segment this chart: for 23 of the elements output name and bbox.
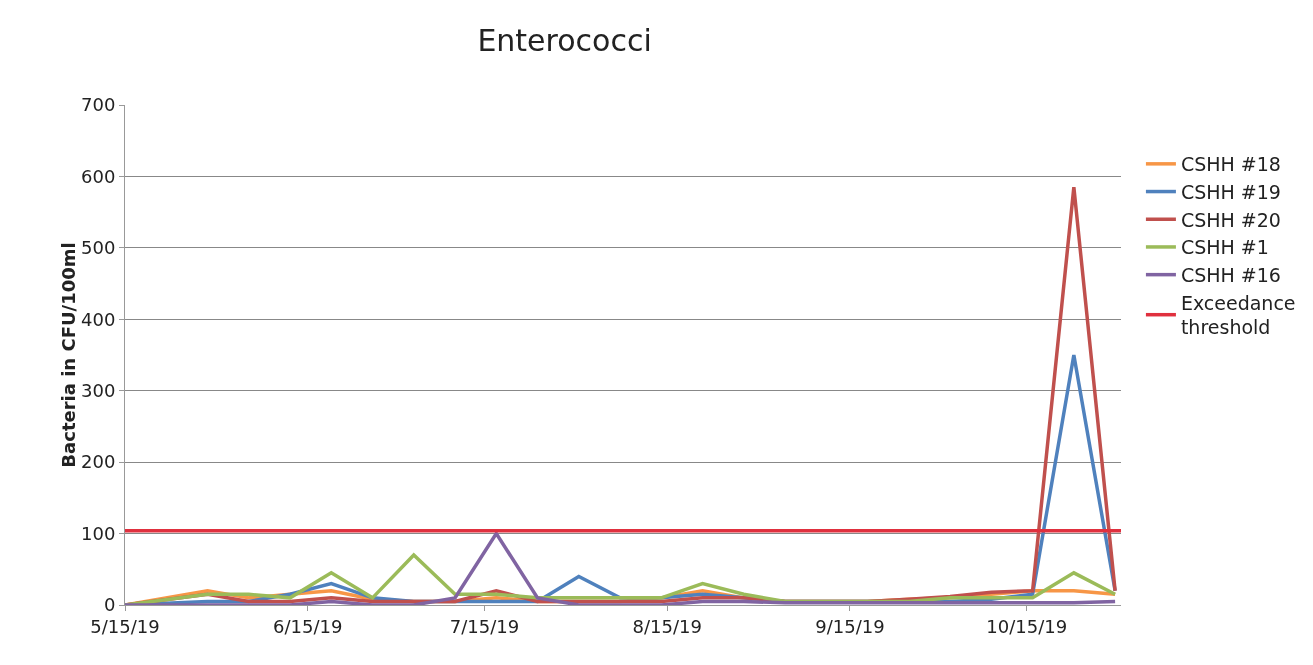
legend-label: Exceedance threshold (1180, 291, 1296, 339)
y-tick-label: 100 (81, 522, 116, 544)
y-tick-label: 600 (81, 165, 116, 187)
legend-label: CSHH #16 (1180, 264, 1281, 287)
legend-label: CSHH #18 (1180, 153, 1281, 176)
legend-label: CSHH #19 (1180, 180, 1281, 203)
y-tick-label: 400 (81, 308, 116, 330)
y-tick-label: 300 (81, 380, 116, 402)
chart-title: Enterococci (477, 22, 652, 58)
y-tick-label: 0 (103, 594, 116, 616)
y-axis-title: Bacteria in CFU/100ml (58, 242, 80, 468)
legend-label: CSHH #20 (1180, 208, 1281, 231)
x-tick-label: 8/15/19 (632, 615, 702, 637)
x-tick-label: 6/15/19 (273, 615, 343, 637)
y-tick-label: 500 (81, 237, 116, 259)
x-tick-label: 9/15/19 (815, 615, 885, 637)
line-series (125, 531, 1117, 605)
x-tick-label: 5/15/19 (90, 615, 160, 637)
y-tick-label: 200 (81, 451, 116, 473)
x-tick-label: 7/15/19 (449, 615, 520, 637)
legend-label: CSHH #1 (1180, 236, 1269, 259)
x-tick-label: 10/15/19 (986, 615, 1068, 637)
y-tick-label: 700 (81, 94, 116, 116)
